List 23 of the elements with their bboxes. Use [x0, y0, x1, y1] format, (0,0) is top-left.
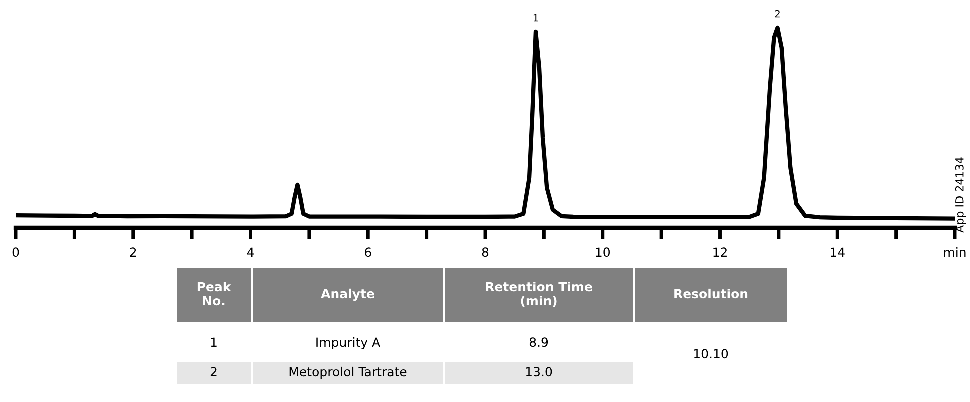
text: Resolution: [674, 288, 748, 299]
x-tick-label: 14: [831, 248, 845, 257]
text: App ID 24134: [955, 158, 966, 233]
text: Peak No.: [198, 282, 232, 306]
text: Analyte: [321, 288, 374, 302]
annotation: 1: [534, 14, 538, 22]
x-tick-label: 2: [130, 248, 136, 257]
annotation: 2: [775, 10, 780, 18]
text: Impurity A: [316, 337, 380, 350]
x-tick-label: 12: [714, 248, 727, 257]
text: 10.10: [694, 349, 728, 359]
x-tick-label: 8: [482, 248, 489, 258]
text: Metoprolol Tartrate: [290, 366, 407, 380]
text: Retention Time (min): [486, 282, 592, 308]
x-tick-label: 0: [12, 248, 20, 258]
x-tick-label: 4: [247, 248, 254, 257]
x-tick-label: 10: [596, 248, 610, 258]
x-tick-label: min: [944, 247, 966, 257]
text: 13.0: [526, 367, 552, 377]
text: 1: [211, 338, 217, 347]
x-tick-label: 6: [365, 248, 372, 258]
text: 2: [210, 367, 217, 376]
text: 8.9: [530, 338, 548, 348]
